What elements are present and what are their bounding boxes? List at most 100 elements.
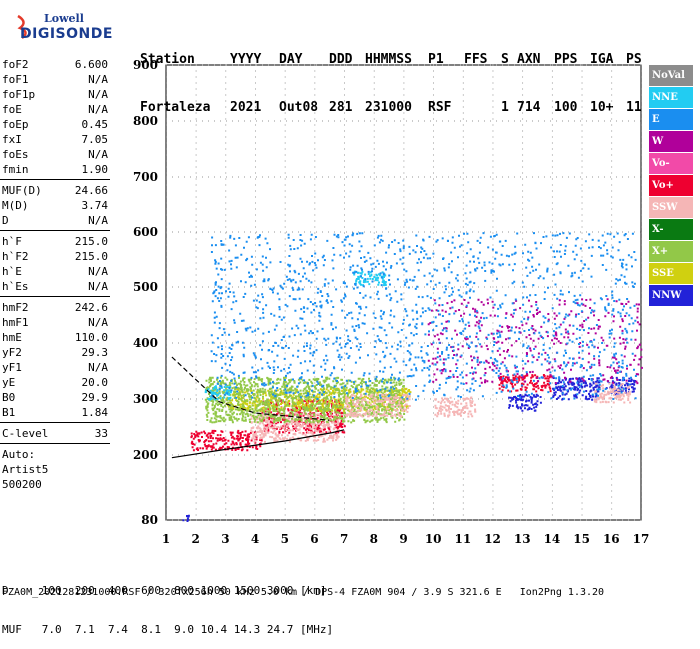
param-row: yF1 N/A [0,360,112,375]
header-value: 714 [517,100,541,115]
param-label: yF2 [2,346,22,359]
param-value: 3.74 [81,199,109,212]
echo-cluster [249,413,341,443]
param-row: foE N/A [0,102,112,117]
x-tick-label: 2 [192,532,200,546]
param-row: h`F 215.0 [0,234,112,249]
param-row: foF1 N/A [0,72,112,87]
legend-item: X- [649,219,693,240]
param-value: N/A [88,214,108,227]
auto-scaling-line: Auto: [2,448,36,461]
param-value: N/A [88,361,108,374]
param-value: 242.6 [74,301,108,314]
param-label: fxI [2,133,22,146]
param-row: fmin 1.90 [0,162,112,177]
header-value: Fortaleza [140,100,211,115]
logo-text-digisonde: DIGISONDE [20,26,113,42]
param-label: h`E [2,265,22,278]
footer-distance-row: D 100 200 400 600 800 1000 1500 3000 [km… [2,584,327,597]
x-tick-label: 1 [162,532,170,546]
param-divider [0,422,110,423]
param-row: hmE 110.0 [0,330,112,345]
legend-item: W [649,131,693,152]
y-tick-label: 800 [133,114,158,128]
x-tick-label: 4 [251,532,259,546]
y-tick-label: 900 [133,58,158,72]
parameter-panel: foF2 6.600 foF1 N/A foF1p N/A foE N/A foEp 0.45 fx… [0,57,112,492]
param-value: N/A [88,316,108,329]
echo-cluster [434,396,477,418]
param-row: MUF(D) 24.66 [0,183,112,198]
header-label: PPS [554,52,578,67]
param-label: yF1 [2,361,22,374]
x-tick-label: 8 [370,532,378,546]
param-row: C-level 33 [0,426,112,441]
param-label: fmin [2,163,29,176]
echo-cluster [353,270,387,287]
x-tick-label: 9 [399,532,407,546]
header-value: RSF [428,100,452,115]
param-value: 20.0 [81,376,109,389]
param-label: hmF1 [2,316,29,329]
param-value: N/A [88,103,108,116]
legend-item: NNE [649,87,693,108]
param-value: N/A [88,148,108,161]
header-value: 2021 [230,100,262,115]
echo-cluster [552,377,601,401]
param-value: 215.0 [74,250,108,263]
header-values-row: Fortaleza 2021 Out08 281 231000 RSF 1 714 100 10+… [140,100,642,116]
param-row: foEs N/A [0,147,112,162]
param-divider [0,443,110,444]
auto-scaling-line: Artist5 [2,463,49,476]
param-label: foEp [2,118,29,131]
legend-item: E [649,109,693,130]
header-value: 10+ [590,100,614,115]
param-value: 1.90 [81,163,109,176]
param-label: h`F2 [2,250,29,263]
param-row: hmF1 N/A [0,315,112,330]
x-tick-label: 10 [425,532,442,546]
header-value: 100 [554,100,578,115]
param-value: N/A [88,265,108,278]
y-tick-label: 80 [141,513,158,527]
param-row: B1 1.84 [0,405,112,420]
echo-cluster [190,429,263,452]
polarization-legend: NoVal NNE E W Vo- Vo+ SSW X- X+ SSE NNW [649,65,693,307]
param-label: foF2 [2,58,29,71]
x-tick-label: 7 [340,532,348,546]
param-divider [0,230,110,231]
param-row: h`Es N/A [0,279,112,294]
param-label: yE [2,376,16,389]
x-tick-label: 17 [633,532,650,546]
header-value: 231000 [365,100,412,115]
param-label: foEs [2,148,29,161]
param-label: C-level [2,427,49,440]
param-value: 1.84 [81,406,109,419]
param-row: M(D) 3.74 [0,198,112,213]
header-label: HHMMSS [365,52,412,67]
param-value: 29.3 [81,346,109,359]
x-tick-label: 14 [544,532,561,546]
param-value: 110.0 [74,331,108,344]
footer-table: D 100 200 400 600 800 1000 1500 3000 [km… [2,558,333,649]
x-tick-label: 15 [573,532,590,546]
param-value: 24.66 [74,184,108,197]
header-label: AXN [517,52,541,67]
legend-item: Vo- [649,153,693,174]
header-value: Out08 [279,100,319,115]
param-row: h`E N/A [0,264,112,279]
x-tick-label: 6 [310,532,318,546]
param-label: B1 [2,406,16,419]
logo-mark-icon [17,14,27,39]
param-label: hmE [2,331,22,344]
echo-cluster [498,373,553,393]
x-tick-label: 13 [514,532,531,546]
header-label: P1 [428,52,444,67]
y-tick-label: 500 [133,280,158,294]
echo-cluster [204,385,232,401]
param-value: 7.05 [81,133,109,146]
header-value: 281 [329,100,353,115]
footer-muf-row: MUF 7.0 7.1 7.4 8.1 9.0 10.4 14.3 24.7 [… [2,623,334,636]
header-label: IGA [590,52,614,67]
param-value: 6.600 [74,58,108,71]
